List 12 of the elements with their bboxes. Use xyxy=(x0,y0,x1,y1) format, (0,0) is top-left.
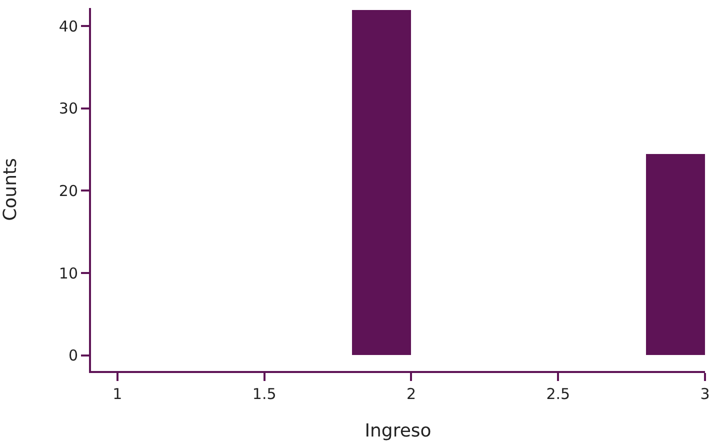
x-tick-label: 3 xyxy=(700,385,710,403)
x-axis-title: Ingreso xyxy=(364,420,432,442)
x-tick-label: 2.5 xyxy=(546,385,570,403)
y-tick-label: 40 xyxy=(58,17,78,36)
y-tick-label: 0 xyxy=(68,346,78,365)
y-tick-label: 30 xyxy=(58,100,78,118)
y-tick-label: 10 xyxy=(58,264,78,282)
x-tick-label: 2 xyxy=(406,385,416,403)
x-tick-label: 1.5 xyxy=(252,385,276,403)
y-axis-title: Counts xyxy=(0,158,21,221)
x-tick-label: 1 xyxy=(112,385,122,403)
y-tick-label: 20 xyxy=(58,182,78,200)
